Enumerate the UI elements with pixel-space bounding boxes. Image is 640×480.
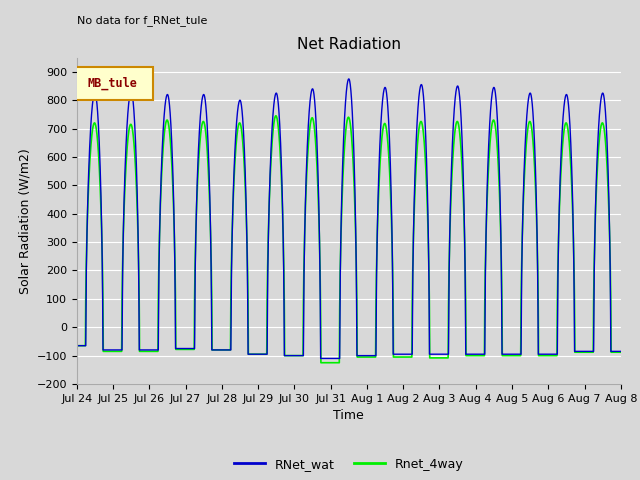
FancyBboxPatch shape (72, 67, 153, 100)
RNet_wat (502, 351, 509, 357)
RNet_wat (317, 356, 324, 361)
Text: MB_tule: MB_tule (87, 77, 137, 90)
Rnet_4way (329, 360, 337, 366)
Title: Net Radiation: Net Radiation (297, 37, 401, 52)
Rnet_4way (317, 360, 324, 366)
Rnet_4way (171, 240, 179, 246)
Text: No data for f_RNet_tule: No data for f_RNet_tule (77, 15, 207, 26)
RNet_wat (73, 343, 81, 348)
RNet_wat (471, 351, 479, 357)
Y-axis label: Solar Radiation (W/m2): Solar Radiation (W/m2) (18, 148, 31, 294)
RNet_wat (616, 348, 624, 354)
RNet_wat (171, 242, 179, 248)
Rnet_4way (502, 353, 509, 359)
Rnet_4way (616, 349, 624, 355)
X-axis label: Time: Time (333, 409, 364, 422)
RNet_wat (329, 356, 337, 361)
Line: RNet_wat: RNet_wat (77, 79, 621, 359)
RNet_wat (617, 348, 625, 354)
Rnet_4way (471, 353, 479, 359)
RNet_wat (345, 76, 353, 82)
Rnet_4way (73, 343, 81, 348)
Line: Rnet_4way: Rnet_4way (77, 116, 621, 363)
Rnet_4way (441, 355, 449, 361)
RNet_wat (441, 351, 449, 357)
Legend: RNet_wat, Rnet_4way: RNet_wat, Rnet_4way (229, 453, 468, 476)
Rnet_4way (617, 349, 625, 355)
Rnet_4way (272, 113, 280, 119)
